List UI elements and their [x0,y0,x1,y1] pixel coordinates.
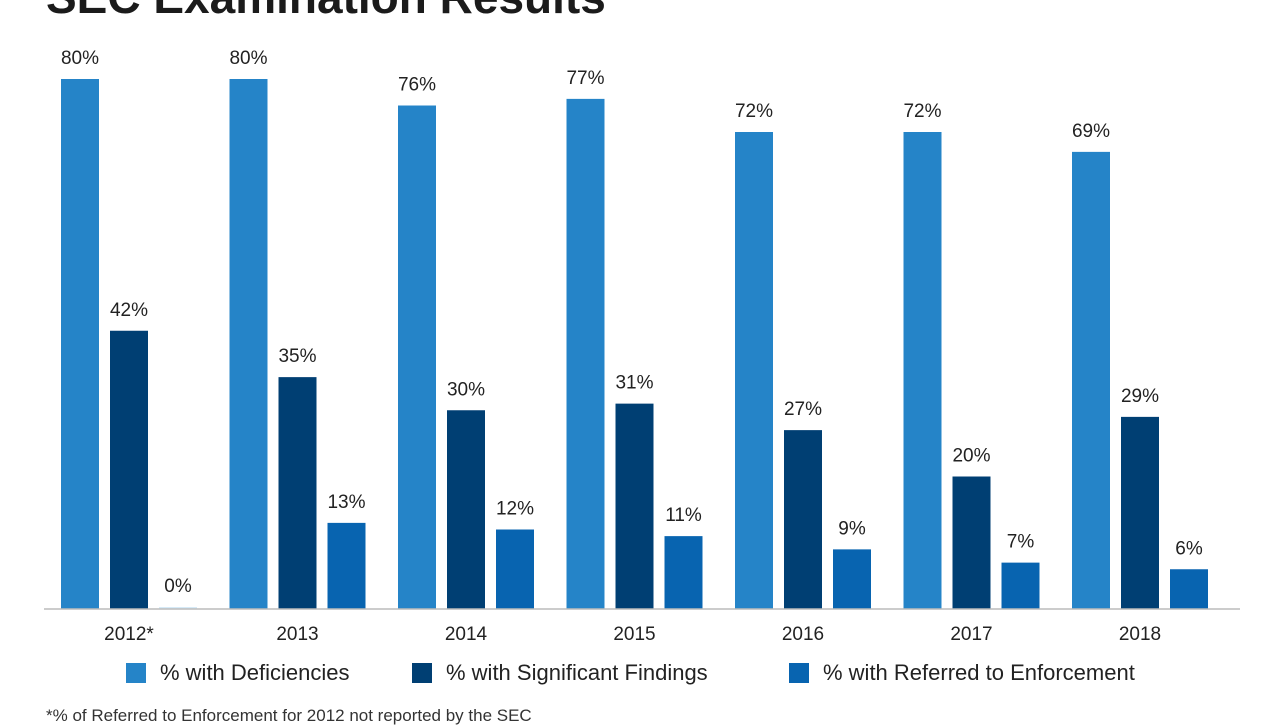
legend-swatch [412,663,432,683]
bar-with-deficiencies-2012 [61,79,99,609]
data-label-with-deficiencies-2018: 69% [1072,121,1110,142]
x-tick-label-2017: 2017 [950,624,992,645]
x-tick-label-2013: 2013 [276,624,318,645]
data-label-with-deficiencies-2013: 80% [229,48,267,69]
legend-label: % with Significant Findings [446,660,708,685]
data-label-with-referred-to-enforcement-2018: 6% [1175,538,1203,559]
bar-with-referred-to-enforcement-2018 [1170,569,1208,609]
data-label-with-deficiencies-2015: 77% [566,68,604,89]
labels-layer: 80% 42% 0% 2012* 80% 35% 13% 2013 76% 30% 12% 2014 7… [61,48,1203,645]
data-label-with-significant-findings-2014: 30% [447,379,485,400]
data-label-with-deficiencies-2016: 72% [735,101,773,122]
data-label-with-deficiencies-2014: 76% [398,75,436,96]
bar-with-significant-findings-2018 [1121,416,1159,609]
bar-with-deficiencies-2014 [398,105,436,609]
bar-with-referred-to-enforcement-2017 [1001,562,1040,609]
bar-with-significant-findings-2012 [110,330,148,609]
bar-with-deficiencies-2016 [735,132,773,609]
bar-with-significant-findings-2017 [952,476,991,609]
data-label-with-deficiencies-2012: 80% [61,48,99,69]
data-label-with-referred-to-enforcement-2016: 9% [838,518,866,539]
legend-label: % with Deficiencies [160,660,350,685]
bar-chart: 80% 42% 0% 2012* 80% 35% 13% 2013 76% 30% 12% 2014 7… [44,48,1240,645]
x-tick-label-2016: 2016 [782,624,824,645]
bars-layer [61,79,1208,609]
data-label-with-significant-findings-2017: 20% [952,446,990,467]
bar-with-referred-to-enforcement-2013 [327,522,366,609]
data-label-with-referred-to-enforcement-2015: 11% [665,505,702,526]
data-label-with-referred-to-enforcement-2017: 7% [1007,532,1035,553]
bar-with-deficiencies-2013 [229,79,268,609]
bar-with-referred-to-enforcement-2016 [833,549,871,609]
data-label-with-referred-to-enforcement-2014: 12% [496,499,534,520]
x-tick-label-2012: 2012* [104,624,154,645]
data-label-with-significant-findings-2015: 31% [615,373,653,394]
data-label-with-deficiencies-2017: 72% [903,101,941,122]
bar-with-significant-findings-2015 [615,403,654,609]
data-label-with-referred-to-enforcement-2012: 0% [164,576,192,597]
bar-with-significant-findings-2016 [784,430,822,609]
bar-with-significant-findings-2013 [278,377,317,609]
bar-with-deficiencies-2017 [903,132,942,609]
bar-with-significant-findings-2014 [447,410,485,609]
data-label-with-significant-findings-2013: 35% [278,346,316,367]
x-tick-label-2015: 2015 [613,624,655,645]
data-label-with-significant-findings-2016: 27% [784,399,822,420]
data-label-with-significant-findings-2018: 29% [1121,386,1159,407]
data-label-with-referred-to-enforcement-2013: 13% [327,492,365,513]
bar-with-referred-to-enforcement-2012 [159,607,197,609]
legend-item-with-significant-findings: % with Significant Findings [412,660,708,686]
chart-title: SEC Examination Results [46,0,606,24]
bar-with-deficiencies-2015 [566,98,605,609]
x-tick-label-2018: 2018 [1119,624,1161,645]
legend: % with Deficiencies % with Significant Fi… [0,660,1280,696]
x-tick-label-2014: 2014 [445,624,488,645]
legend-swatch [789,663,809,683]
legend-label: % with Referred to Enforcement [823,660,1135,685]
bar-with-referred-to-enforcement-2014 [496,529,534,609]
legend-item-with-deficiencies: % with Deficiencies [126,660,350,686]
bar-with-referred-to-enforcement-2015 [664,536,703,609]
legend-swatch [126,663,146,683]
legend-item-with-referred-to-enforcement: % with Referred to Enforcement [789,660,1135,686]
data-label-with-significant-findings-2012: 42% [110,300,148,321]
footnote: *% of Referred to Enforcement for 2012 n… [46,706,532,725]
bar-with-deficiencies-2018 [1072,151,1110,609]
